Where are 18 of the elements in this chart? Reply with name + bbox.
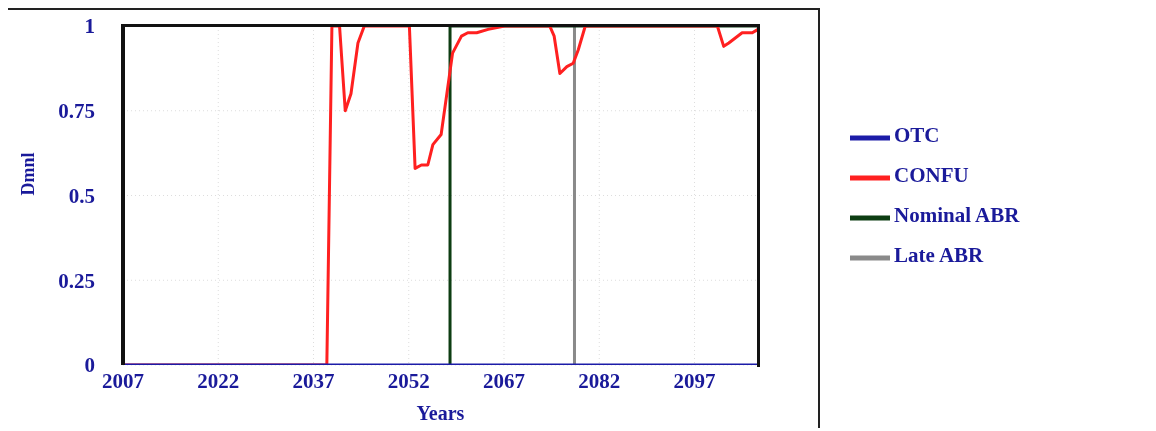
y-tick-label: 0.75 — [58, 99, 95, 124]
x-tick-label: 2022 — [197, 368, 240, 393]
y-tick-label: 0.25 — [58, 268, 95, 293]
y-tick-label: 1 — [84, 14, 95, 39]
x-tick-label: 2052 — [387, 368, 430, 393]
x-tick-label: 2082 — [578, 368, 621, 393]
y-tick-label: 0.5 — [68, 183, 95, 208]
legend-label: CONFU — [894, 162, 969, 187]
legend-label: Nominal ABR — [894, 202, 1020, 227]
legend-label: OTC — [894, 122, 940, 147]
x-tick-label: 2007 — [102, 368, 144, 393]
legend-label: Late ABR — [894, 242, 984, 267]
x-tick-label: 2037 — [292, 368, 335, 393]
x-tick-label: 2097 — [673, 368, 716, 393]
x-tick-label: 2067 — [483, 368, 525, 393]
x-axis-title: Years — [416, 402, 465, 424]
y-axis-title: Dmnl — [18, 152, 39, 196]
y-tick-label: 0 — [84, 353, 95, 378]
